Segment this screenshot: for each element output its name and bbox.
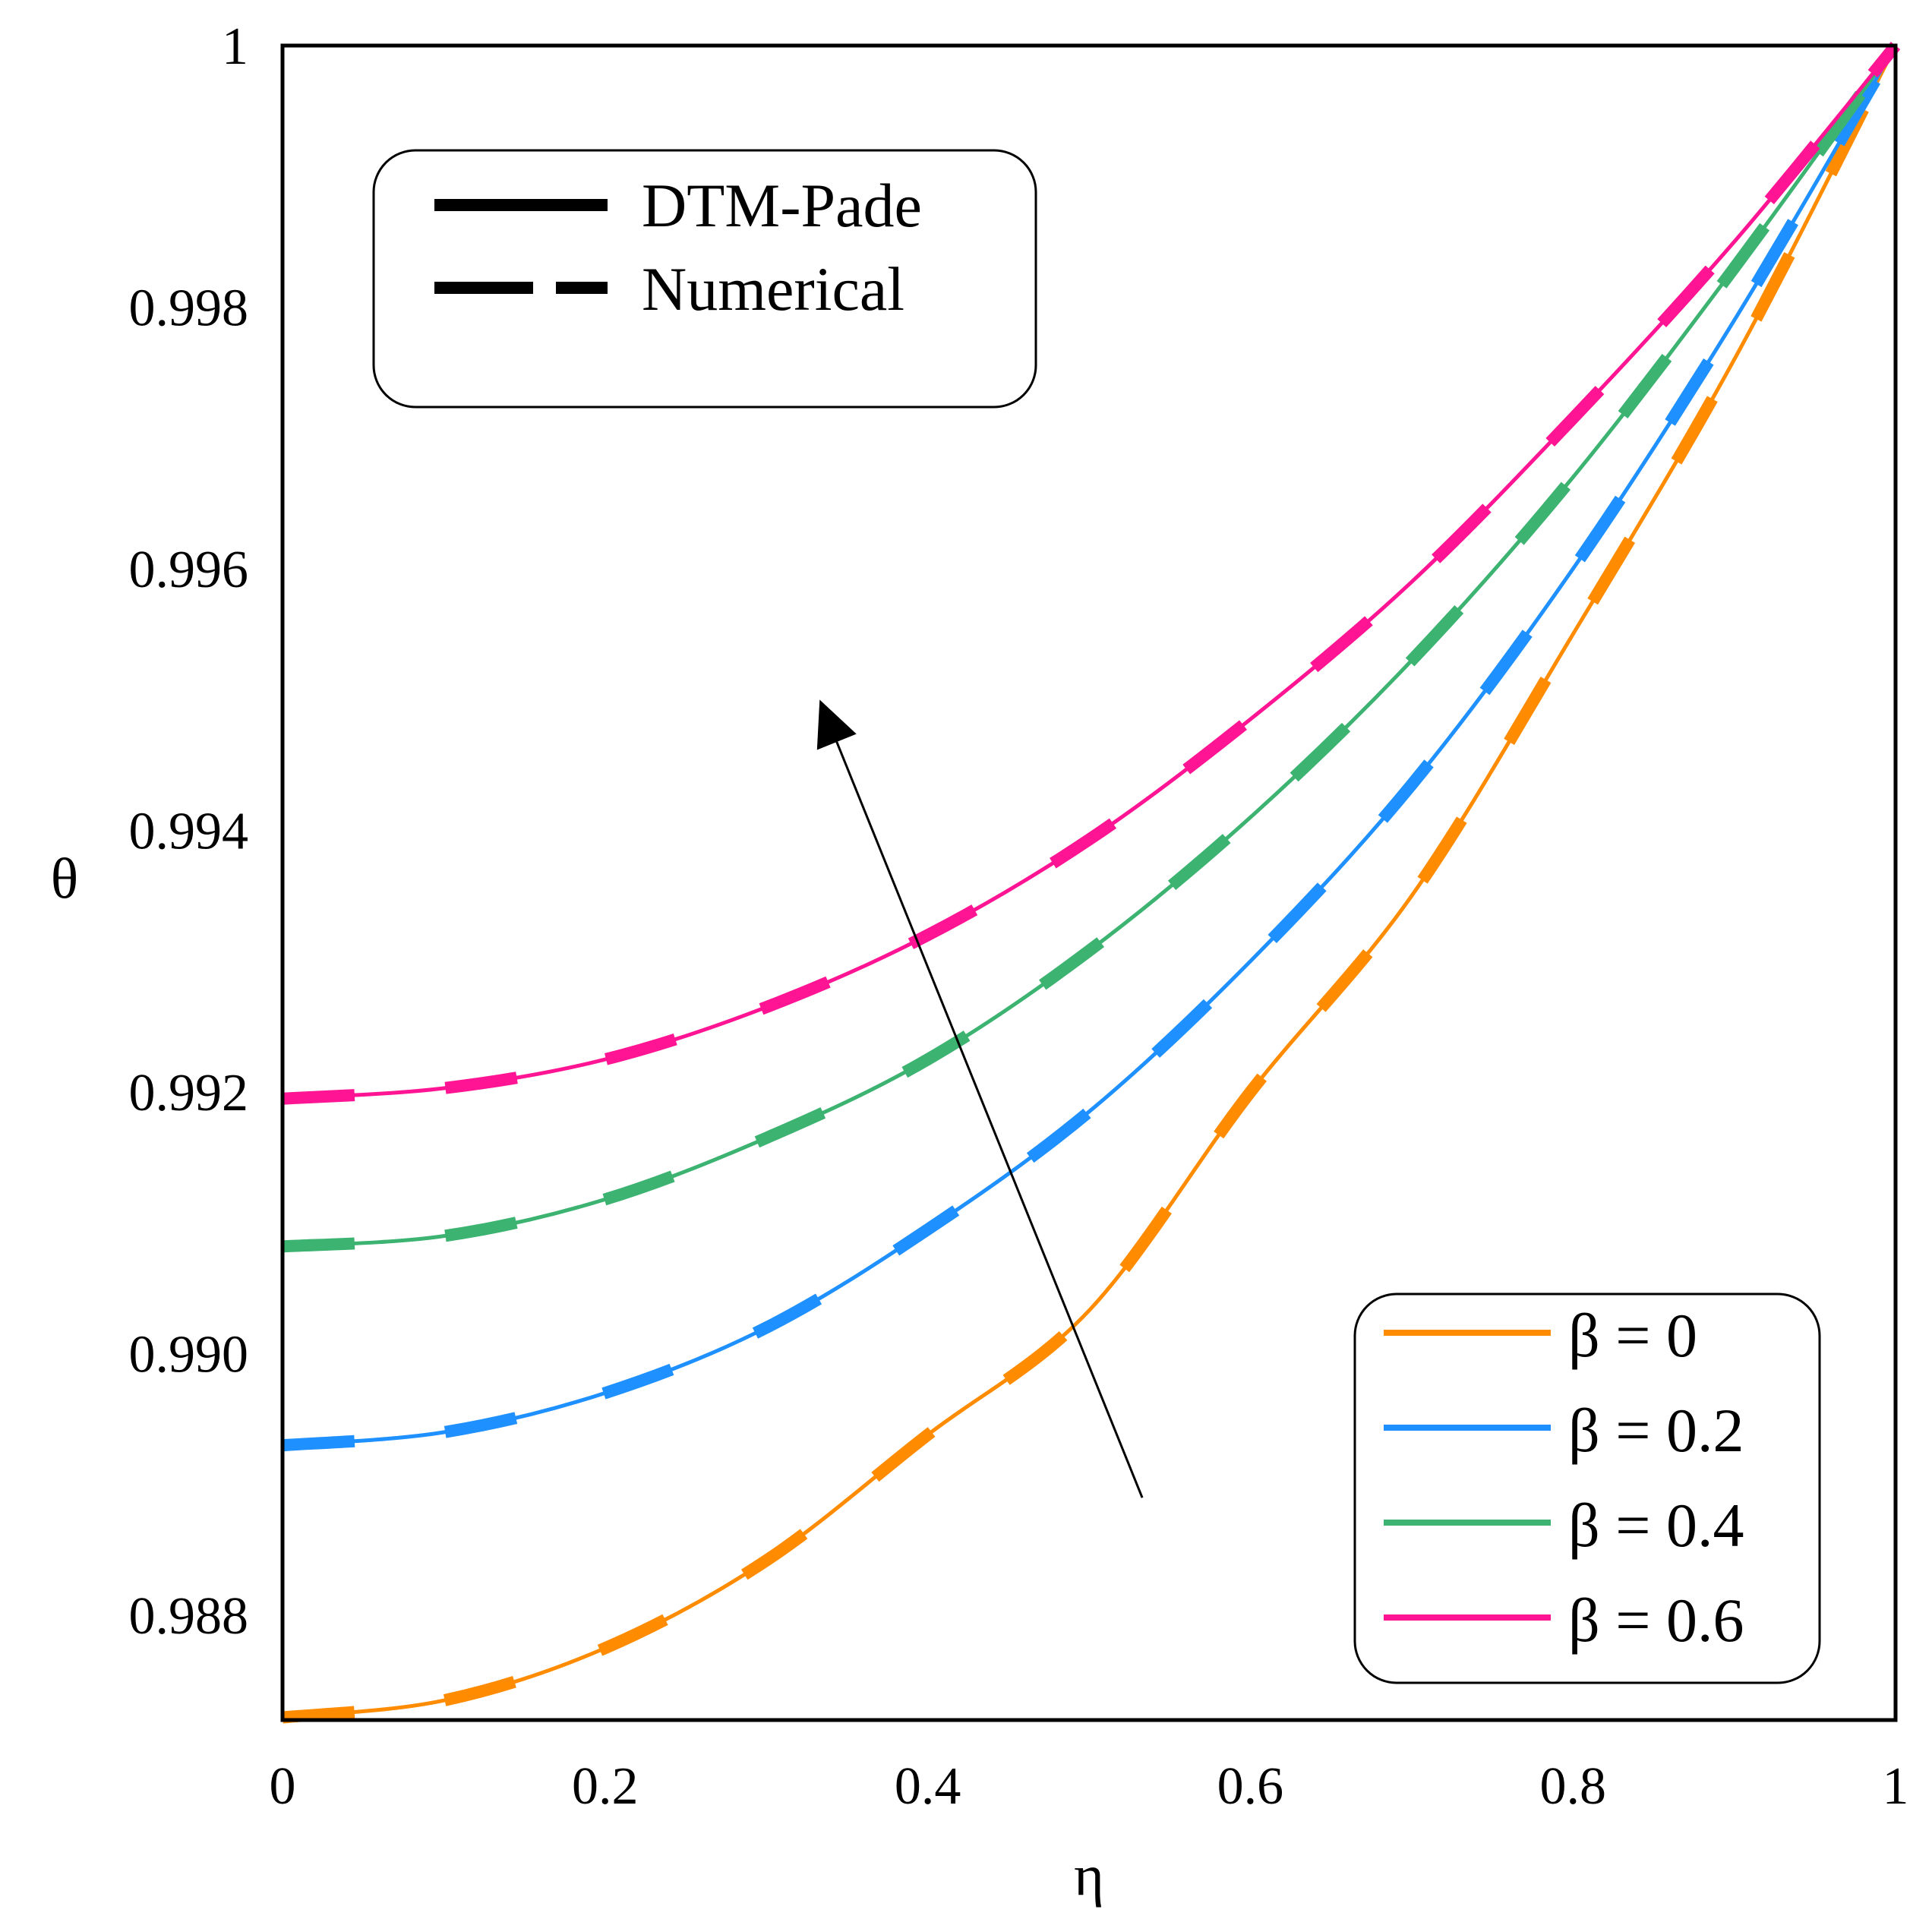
x-axis-ticks: 0 0.2 0.4 0.6 0.8 1 bbox=[270, 1757, 1909, 1816]
x-tick-label: 0.6 bbox=[1217, 1757, 1284, 1816]
x-tick-label: 0.4 bbox=[895, 1757, 961, 1816]
legend-numerical-label: Numerical bbox=[642, 254, 904, 324]
y-axis-label: θ bbox=[51, 847, 78, 911]
series-legend-box bbox=[1353, 1292, 1821, 1684]
y-tick-label: 0.990 bbox=[129, 1326, 249, 1384]
dtm-pade-curve-β = 0.4 bbox=[282, 44, 1898, 1248]
x-tick-label: 1 bbox=[1883, 1757, 1909, 1816]
y-tick-label: 0.988 bbox=[129, 1587, 249, 1646]
series-legend: β = 0 β = 0.2 β = 0.4 β = 0.6 bbox=[1353, 1292, 1821, 1684]
x-tick-label: 0 bbox=[270, 1757, 296, 1816]
legend-beta-0.6-label: β = 0.6 bbox=[1568, 1586, 1744, 1655]
legend-beta-0-label: β = 0 bbox=[1568, 1301, 1697, 1370]
style-legend: DTM-Pade Numerical bbox=[372, 149, 1037, 409]
plot-frame bbox=[280, 43, 1898, 1722]
y-tick-label: 0.996 bbox=[129, 541, 249, 599]
legend-beta-0.4-label: β = 0.4 bbox=[1568, 1491, 1744, 1560]
dtm-pade-curve-β = 0.2 bbox=[282, 44, 1898, 1447]
y-tick-label: 1 bbox=[222, 17, 248, 76]
y-axis-ticks: 0.988 0.990 0.992 0.994 0.996 0.998 1 bbox=[129, 17, 249, 1646]
legend-dtm-pade-label: DTM-Pade bbox=[642, 171, 922, 240]
dtm-pade-curve-β = 0 bbox=[282, 44, 1898, 1720]
legend-beta-0.2-label: β = 0.2 bbox=[1568, 1396, 1744, 1465]
style-legend-box bbox=[372, 149, 1037, 409]
x-axis-label: η bbox=[1074, 1844, 1104, 1908]
y-tick-label: 0.992 bbox=[129, 1064, 249, 1122]
dtm-pade-curve-β = 0.6 bbox=[282, 44, 1897, 1101]
x-tick-label: 0.8 bbox=[1539, 1757, 1606, 1816]
y-tick-label: 0.998 bbox=[129, 279, 249, 338]
y-tick-label: 0.994 bbox=[129, 803, 249, 861]
x-tick-label: 0.2 bbox=[572, 1757, 639, 1816]
trend-arrow bbox=[816, 699, 1144, 1498]
trend-arrow-shaft bbox=[835, 741, 1144, 1498]
trend-arrow-head bbox=[816, 699, 857, 750]
series-curves bbox=[282, 41, 1902, 1724]
